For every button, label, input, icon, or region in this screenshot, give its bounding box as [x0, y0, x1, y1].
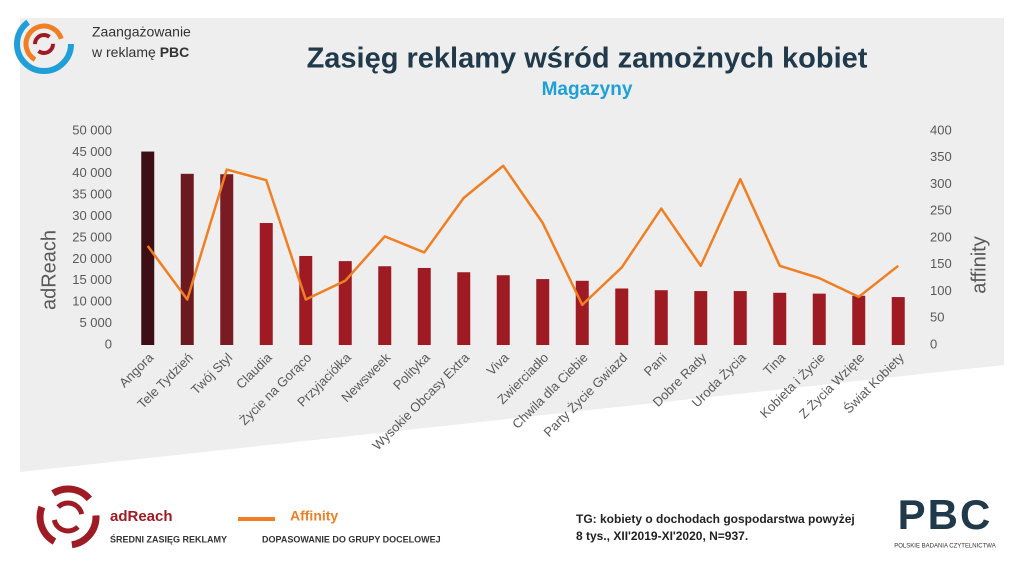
logo-ring — [36, 485, 100, 549]
background-panel — [20, 18, 1004, 472]
bar — [615, 288, 629, 345]
bar — [575, 280, 589, 345]
bar — [417, 267, 431, 345]
bar — [852, 295, 866, 345]
y-tick-label: 40 000 — [72, 165, 112, 180]
header-line: Zaangażowanie — [92, 24, 191, 40]
bar — [220, 174, 234, 345]
note: TG: kobiety o dochodach gospodarstwa pow… — [576, 512, 855, 526]
pbc-caption: POLSKIE BADANIA CZYTELNICTWA — [894, 544, 995, 550]
y-tick-label: 50 000 — [72, 122, 112, 137]
bar — [141, 151, 155, 345]
header-brand: PBC — [160, 44, 190, 60]
bar — [259, 223, 273, 345]
pbc-logo: PBC — [898, 491, 993, 538]
y-tick-label: 25 000 — [72, 229, 112, 244]
y-tick-label: 30 000 — [72, 208, 112, 223]
bar — [180, 173, 194, 345]
y2-tick-label: 300 — [930, 176, 952, 191]
y2-tick-label: 150 — [930, 256, 952, 271]
y-tick-label: 45 000 — [72, 144, 112, 159]
bar — [773, 292, 787, 345]
y2-tick-label: 50 — [930, 310, 944, 325]
logo-ring — [23, 23, 65, 65]
y2-tick-label: 100 — [930, 283, 952, 298]
logo-ring — [33, 33, 55, 55]
y-tick-label: 0 — [105, 336, 112, 351]
bar — [733, 291, 747, 345]
engagement-logo — [14, 14, 74, 74]
chart-subtitle: Magazyny — [542, 79, 633, 100]
adreach-logo — [36, 485, 100, 549]
legend-description: ŚREDNI ZASIĘG REKLAMY — [110, 533, 227, 544]
bar — [891, 297, 905, 345]
y2-tick-label: 350 — [930, 149, 952, 164]
y2-tick-label: 400 — [930, 122, 952, 137]
y2-tick-label: 0 — [930, 336, 937, 351]
logo-ring — [14, 14, 74, 74]
chart-title: Zasięg reklamy wśród zamożnych kobiet — [307, 43, 868, 75]
y2-axis-label: affinity — [968, 236, 990, 293]
y-tick-label: 15 000 — [72, 272, 112, 287]
y-tick-label: 35 000 — [72, 187, 112, 202]
affinity-line — [146, 164, 900, 307]
legend-label: adReach — [110, 508, 173, 525]
header-text: w reklamę — [91, 44, 160, 60]
y-axis-label: adReach — [38, 230, 60, 310]
note: 8 tys., XII'2019-XI'2020, N=937. — [576, 529, 748, 543]
bar — [694, 291, 708, 345]
y-tick-label: 20 000 — [72, 251, 112, 266]
y-tick-label: 10 000 — [72, 294, 112, 309]
logo-ring — [51, 500, 85, 534]
bar — [812, 293, 826, 345]
bar — [338, 261, 352, 345]
header-line: w reklamę PBC — [91, 44, 189, 60]
y2-tick-label: 200 — [930, 229, 952, 244]
legend-description: DOPASOWANIE DO GRUPY DOCELOWEJ — [262, 534, 441, 544]
bar — [536, 279, 550, 345]
y2-tick-label: 250 — [930, 203, 952, 218]
bar — [378, 266, 392, 345]
legend-label: Affinity — [290, 508, 338, 524]
bar — [457, 272, 471, 345]
bar — [496, 275, 510, 345]
bar — [654, 290, 668, 345]
y-tick-label: 5 000 — [79, 315, 112, 330]
